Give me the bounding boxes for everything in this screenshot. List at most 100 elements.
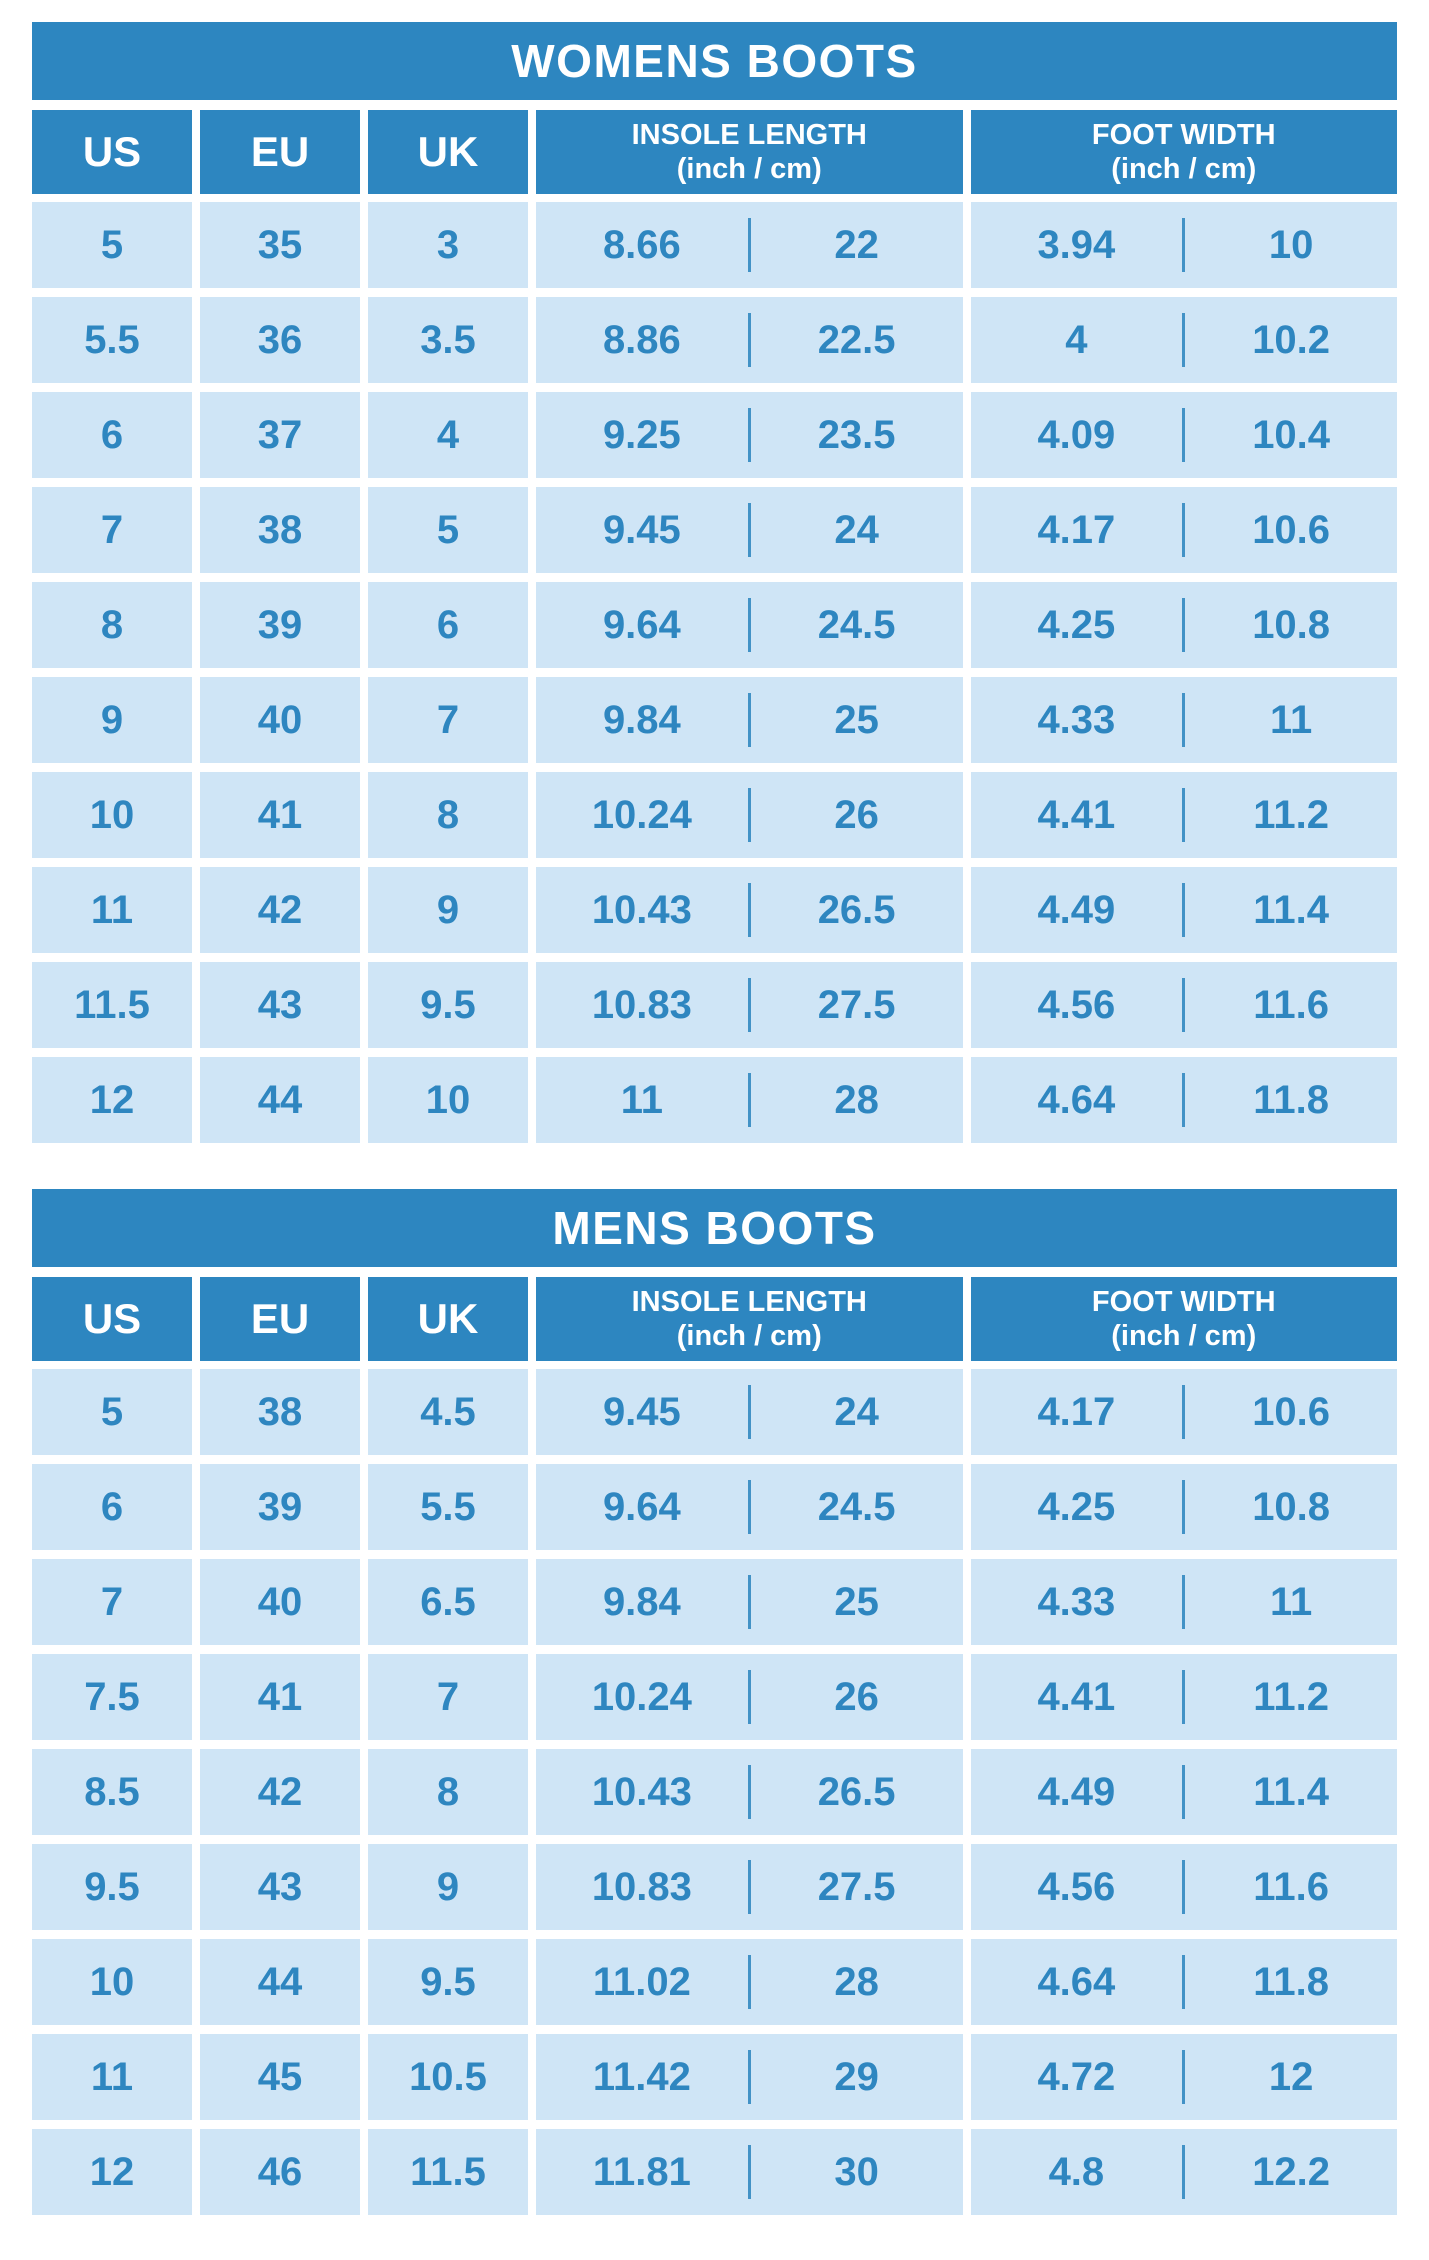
foot-width-cell-inch-value: 4.33 bbox=[1037, 697, 1116, 742]
foot-width-cell: 4 10.2 bbox=[970, 297, 1397, 383]
us-size-cell: 10 bbox=[32, 772, 192, 858]
uk-size-cell: 10.5 bbox=[368, 2034, 528, 2120]
insole-length-cell: 11.81 30 bbox=[536, 2129, 963, 2215]
foot-width-cell-cm-value: 11.4 bbox=[1253, 887, 1329, 932]
eu-size-cell: 36 bbox=[200, 297, 360, 383]
insole-length-cell: 11.02 28 bbox=[536, 1939, 963, 2025]
foot-width-cell: 4.17 10.6 bbox=[970, 1369, 1397, 1455]
insole-length-cell-cm-value: 22 bbox=[834, 222, 879, 267]
foot-width-cell-cm-value: 11.4 bbox=[1253, 1769, 1329, 1814]
us-size-cell: 11.5 bbox=[32, 962, 192, 1048]
table-row: 8 39 6 9.64 24.5 4.25 10.8 bbox=[32, 582, 1397, 668]
insole-length-cell-cm-value: 26.5 bbox=[817, 1769, 896, 1814]
column-header-insole-length: INSOLE LENGTH (inch / cm) bbox=[536, 1277, 963, 1361]
insole-length-cell: 8.66 22 bbox=[536, 202, 963, 288]
column-header-insole-length: INSOLE LENGTH (inch / cm) bbox=[536, 110, 963, 194]
value-divider bbox=[747, 408, 751, 462]
table-row: 11 45 10.5 11.42 29 4.72 12 bbox=[32, 2034, 1397, 2120]
foot-width-cell-inch-value: 4.41 bbox=[1037, 1674, 1116, 1719]
foot-width-cell-cm-value: 11 bbox=[1269, 697, 1313, 742]
us-size-cell: 7.5 bbox=[32, 1654, 192, 1740]
uk-size-cell: 10 bbox=[368, 1057, 528, 1143]
foot-width-cell-inch-value: 4 bbox=[1065, 317, 1088, 362]
eu-size-cell: 46 bbox=[200, 2129, 360, 2215]
table-row: 9.5 43 9 10.83 27.5 4.56 11.6 bbox=[32, 1844, 1397, 1930]
womens-boots-table: WOMENS BOOTS US EU UK INSOLE LENGTH (inc… bbox=[32, 22, 1397, 1143]
mens-rows: 5 38 4.5 9.45 24 4.17 10.6 6 39 5.5 9.64 24.5 4.25 10… bbox=[32, 1369, 1397, 2215]
value-divider bbox=[1182, 1955, 1186, 2009]
foot-width-cell-inch-value: 4.49 bbox=[1037, 887, 1116, 932]
insole-length-cell-inch-value: 11 bbox=[620, 1077, 664, 1122]
value-divider bbox=[1182, 598, 1186, 652]
foot-width-units: (inch / cm) bbox=[1111, 1320, 1257, 1352]
uk-size-cell: 7 bbox=[368, 677, 528, 763]
foot-width-cell-inch-value: 4.72 bbox=[1037, 2054, 1116, 2099]
mens-boots-table: MENS BOOTS US EU UK INSOLE LENGTH (inch … bbox=[32, 1189, 1397, 2215]
uk-size-cell: 9.5 bbox=[368, 1939, 528, 2025]
eu-size-cell: 43 bbox=[200, 1844, 360, 1930]
value-divider bbox=[1182, 1860, 1186, 1914]
eu-size-cell: 44 bbox=[200, 1057, 360, 1143]
foot-width-cell: 4.41 11.2 bbox=[970, 772, 1397, 858]
us-size-cell: 11 bbox=[32, 2034, 192, 2120]
eu-size-cell: 45 bbox=[200, 2034, 360, 2120]
eu-size-cell: 38 bbox=[200, 1369, 360, 1455]
foot-width-cell-inch-value: 4.17 bbox=[1037, 507, 1116, 552]
eu-size-cell: 44 bbox=[200, 1939, 360, 2025]
value-divider bbox=[747, 503, 751, 557]
insole-length-cell-cm-value: 30 bbox=[834, 2149, 879, 2194]
value-divider bbox=[1182, 1385, 1186, 1439]
column-header-eu: EU bbox=[200, 110, 360, 194]
foot-width-cell-cm-value: 11.2 bbox=[1253, 1674, 1329, 1719]
mens-header-row: US EU UK INSOLE LENGTH (inch / cm) FOOT … bbox=[32, 1277, 1397, 1361]
insole-length-cell: 9.45 24 bbox=[536, 487, 963, 573]
value-divider bbox=[747, 2050, 751, 2104]
insole-length-cell: 11.42 29 bbox=[536, 2034, 963, 2120]
uk-size-cell: 6 bbox=[368, 582, 528, 668]
insole-length-cell-cm-value: 26 bbox=[834, 792, 879, 837]
value-divider bbox=[747, 218, 751, 272]
value-divider bbox=[1182, 693, 1186, 747]
column-header-eu: EU bbox=[200, 1277, 360, 1361]
foot-width-cell: 4.25 10.8 bbox=[970, 582, 1397, 668]
womens-header-row: US EU UK INSOLE LENGTH (inch / cm) FOOT … bbox=[32, 110, 1397, 194]
foot-width-cell: 4.17 10.6 bbox=[970, 487, 1397, 573]
insole-length-cell-cm-value: 24 bbox=[834, 507, 879, 552]
insole-length-cell-inch-value: 8.66 bbox=[602, 222, 681, 267]
foot-width-cell: 3.94 10 bbox=[970, 202, 1397, 288]
value-divider bbox=[747, 1955, 751, 2009]
value-divider bbox=[747, 313, 751, 367]
insole-length-cell-inch-value: 10.83 bbox=[591, 982, 692, 1027]
insole-length-cell-cm-value: 24.5 bbox=[817, 1484, 896, 1529]
foot-width-cell-cm-value: 12 bbox=[1268, 2054, 1314, 2099]
us-size-cell: 10 bbox=[32, 1939, 192, 2025]
insole-length-cell: 10.83 27.5 bbox=[536, 1844, 963, 1930]
value-divider bbox=[747, 2145, 751, 2199]
us-size-cell: 6 bbox=[32, 1464, 192, 1550]
eu-size-cell: 41 bbox=[200, 1654, 360, 1740]
value-divider bbox=[747, 1385, 751, 1439]
eu-size-cell: 35 bbox=[200, 202, 360, 288]
insole-length-cell-cm-value: 27.5 bbox=[817, 982, 896, 1027]
insole-length-cell-cm-value: 26.5 bbox=[817, 887, 896, 932]
table-row: 6 37 4 9.25 23.5 4.09 10.4 bbox=[32, 392, 1397, 478]
insole-length-cell: 10.43 26.5 bbox=[536, 867, 963, 953]
value-divider bbox=[747, 1480, 751, 1534]
column-header-foot-width: FOOT WIDTH (inch / cm) bbox=[970, 1277, 1397, 1361]
uk-size-cell: 8 bbox=[368, 772, 528, 858]
us-size-cell: 6 bbox=[32, 392, 192, 478]
uk-size-cell: 9 bbox=[368, 1844, 528, 1930]
value-divider bbox=[747, 788, 751, 842]
value-divider bbox=[1182, 218, 1186, 272]
table-row: 7.5 41 7 10.24 26 4.41 11.2 bbox=[32, 1654, 1397, 1740]
foot-width-cell: 4.56 11.6 bbox=[970, 1844, 1397, 1930]
us-size-cell: 11 bbox=[32, 867, 192, 953]
value-divider bbox=[1182, 1575, 1186, 1629]
foot-width-cell-cm-value: 10.6 bbox=[1252, 1389, 1331, 1434]
uk-size-cell: 11.5 bbox=[368, 2129, 528, 2215]
foot-width-cell: 4.41 11.2 bbox=[970, 1654, 1397, 1740]
foot-width-cell-inch-value: 4.17 bbox=[1037, 1389, 1116, 1434]
foot-width-cell-inch-value: 4.41 bbox=[1037, 792, 1116, 837]
womens-rows: 5 35 3 8.66 22 3.94 10 5.5 36 3.5 8.86 22.5 4 10.2 6 37… bbox=[32, 202, 1397, 1143]
table-row: 10 44 9.5 11.02 28 4.64 11.8 bbox=[32, 1939, 1397, 2025]
